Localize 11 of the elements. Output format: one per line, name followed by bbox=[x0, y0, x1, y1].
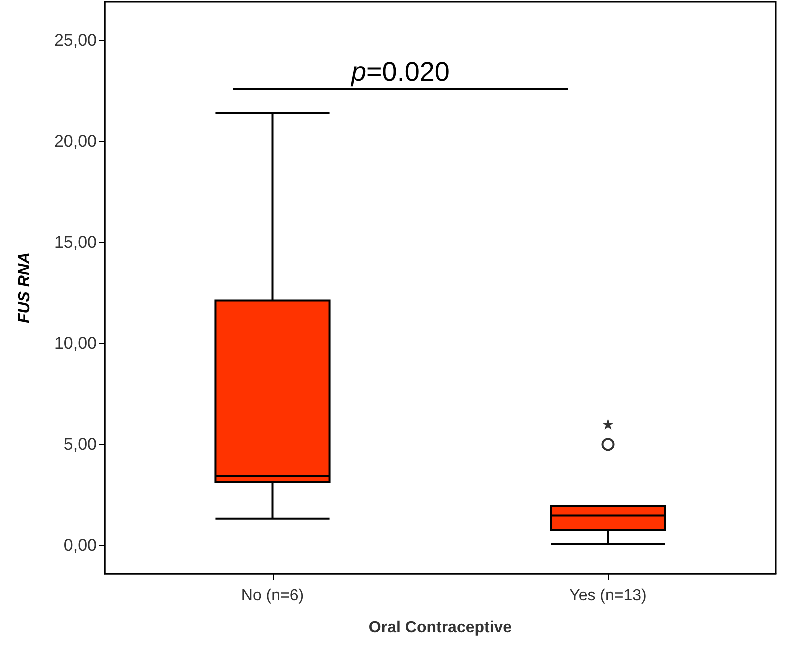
y-tick-label: 5,00 bbox=[64, 435, 97, 454]
x-tick-label: No (n=6) bbox=[241, 588, 304, 604]
y-tick-label: 25,00 bbox=[54, 30, 97, 50]
y-tick-label: 20,00 bbox=[54, 132, 97, 151]
y-axis-title: FUS RNA bbox=[16, 252, 34, 324]
x-axis-title: Oral Contraceptive bbox=[368, 620, 512, 636]
x-tick-label: Yes (n=13) bbox=[570, 588, 647, 604]
y-tick-label: 15,00 bbox=[54, 233, 97, 252]
y-tick-label: 10,00 bbox=[54, 334, 97, 354]
y-tick-label: 0,00 bbox=[64, 536, 97, 556]
annotation: p=0.020 bbox=[352, 57, 450, 88]
